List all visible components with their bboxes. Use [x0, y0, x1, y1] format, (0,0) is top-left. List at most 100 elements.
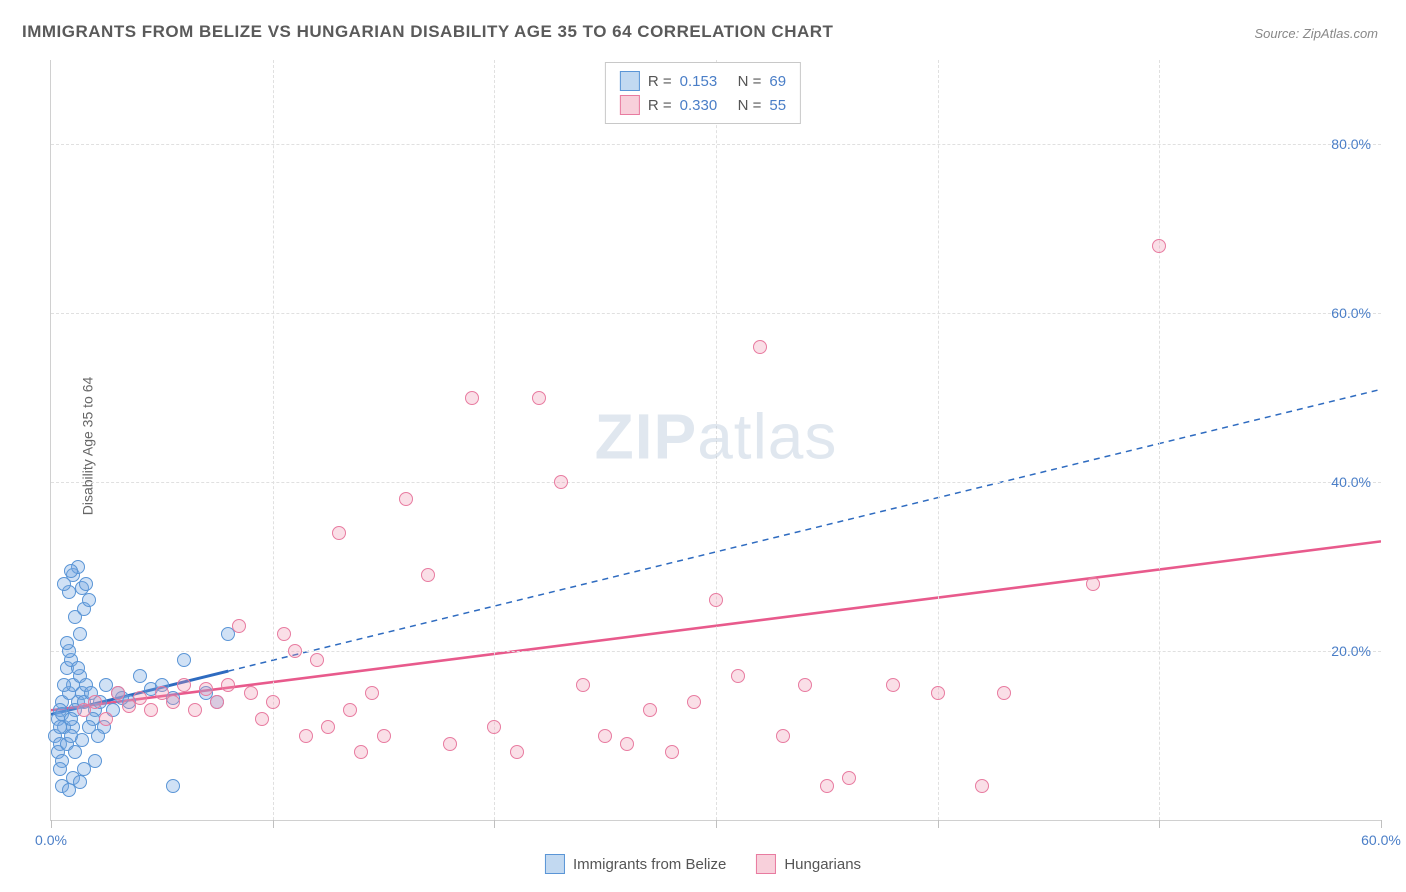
data-point	[88, 754, 102, 768]
gridline-vertical	[716, 60, 717, 820]
data-point	[57, 678, 71, 692]
data-point	[598, 729, 612, 743]
data-point	[731, 669, 745, 683]
data-point	[177, 653, 191, 667]
data-point	[277, 627, 291, 641]
data-point	[310, 653, 324, 667]
data-point	[232, 619, 246, 633]
data-point	[321, 720, 335, 734]
y-tick-label: 60.0%	[1331, 305, 1371, 321]
x-tick-label: 0.0%	[35, 832, 67, 848]
data-point	[687, 695, 701, 709]
data-point	[244, 686, 258, 700]
data-point	[71, 661, 85, 675]
page-title: IMMIGRANTS FROM BELIZE VS HUNGARIAN DISA…	[22, 22, 833, 42]
data-point	[886, 678, 900, 692]
data-point	[576, 678, 590, 692]
data-point	[709, 593, 723, 607]
x-tick	[1159, 820, 1160, 828]
data-point	[931, 686, 945, 700]
scatter-plot: ZIPatlas 20.0%40.0%60.0%80.0%0.0%60.0%	[50, 60, 1381, 821]
source-attribution: Source: ZipAtlas.com	[1254, 26, 1378, 41]
n-value: 69	[769, 73, 786, 90]
data-point	[997, 686, 1011, 700]
data-point	[82, 593, 96, 607]
data-point	[643, 703, 657, 717]
r-label: R =	[648, 73, 672, 90]
data-point	[665, 745, 679, 759]
x-tick	[938, 820, 939, 828]
data-point	[332, 526, 346, 540]
data-point	[354, 745, 368, 759]
data-point	[554, 475, 568, 489]
data-point	[73, 775, 87, 789]
data-point	[210, 695, 224, 709]
x-tick	[51, 820, 52, 828]
legend-swatch	[620, 71, 640, 91]
data-point	[820, 779, 834, 793]
data-point	[177, 678, 191, 692]
x-tick-label: 60.0%	[1361, 832, 1401, 848]
x-tick	[1381, 820, 1382, 828]
x-tick	[273, 820, 274, 828]
data-point	[88, 695, 102, 709]
data-point	[421, 568, 435, 582]
data-point	[75, 733, 89, 747]
data-point	[73, 627, 87, 641]
data-point	[1086, 577, 1100, 591]
legend-item: Hungarians	[756, 854, 861, 874]
data-point	[299, 729, 313, 743]
y-tick-label: 80.0%	[1331, 136, 1371, 152]
data-point	[166, 779, 180, 793]
data-point	[532, 391, 546, 405]
data-point	[221, 678, 235, 692]
legend-item: Immigrants from Belize	[545, 854, 726, 874]
x-tick	[716, 820, 717, 828]
x-tick	[494, 820, 495, 828]
legend-label: Hungarians	[784, 856, 861, 873]
data-point	[753, 340, 767, 354]
data-point	[975, 779, 989, 793]
n-value: 55	[769, 97, 786, 114]
r-label: R =	[648, 97, 672, 114]
data-point	[255, 712, 269, 726]
data-point	[91, 729, 105, 743]
data-point	[79, 577, 93, 591]
data-point	[798, 678, 812, 692]
data-point	[60, 636, 74, 650]
series-legend: Immigrants from Belize Hungarians	[545, 854, 861, 874]
n-label: N =	[738, 97, 762, 114]
legend-swatch	[756, 854, 776, 874]
data-point	[1152, 239, 1166, 253]
legend-swatch	[545, 854, 565, 874]
legend-label: Immigrants from Belize	[573, 856, 726, 873]
data-point	[133, 691, 147, 705]
data-point	[133, 669, 147, 683]
gridline-vertical	[1159, 60, 1160, 820]
data-point	[99, 712, 113, 726]
data-point	[443, 737, 457, 751]
trend-line-blue-dashed	[228, 389, 1381, 671]
data-point	[57, 577, 71, 591]
y-tick-label: 20.0%	[1331, 643, 1371, 659]
data-point	[188, 703, 202, 717]
data-point	[266, 695, 280, 709]
data-point	[487, 720, 501, 734]
r-value: 0.153	[680, 73, 730, 90]
data-point	[53, 762, 67, 776]
data-point	[64, 564, 78, 578]
data-point	[842, 771, 856, 785]
legend-row: R = 0.153 N = 69	[620, 69, 786, 93]
data-point	[288, 644, 302, 658]
y-tick-label: 40.0%	[1331, 474, 1371, 490]
data-point	[510, 745, 524, 759]
data-point	[365, 686, 379, 700]
n-label: N =	[738, 73, 762, 90]
data-point	[144, 703, 158, 717]
gridline-vertical	[494, 60, 495, 820]
data-point	[377, 729, 391, 743]
legend-row: R =0.330N =55	[620, 93, 786, 117]
gridline-vertical	[938, 60, 939, 820]
data-point	[166, 695, 180, 709]
data-point	[776, 729, 790, 743]
